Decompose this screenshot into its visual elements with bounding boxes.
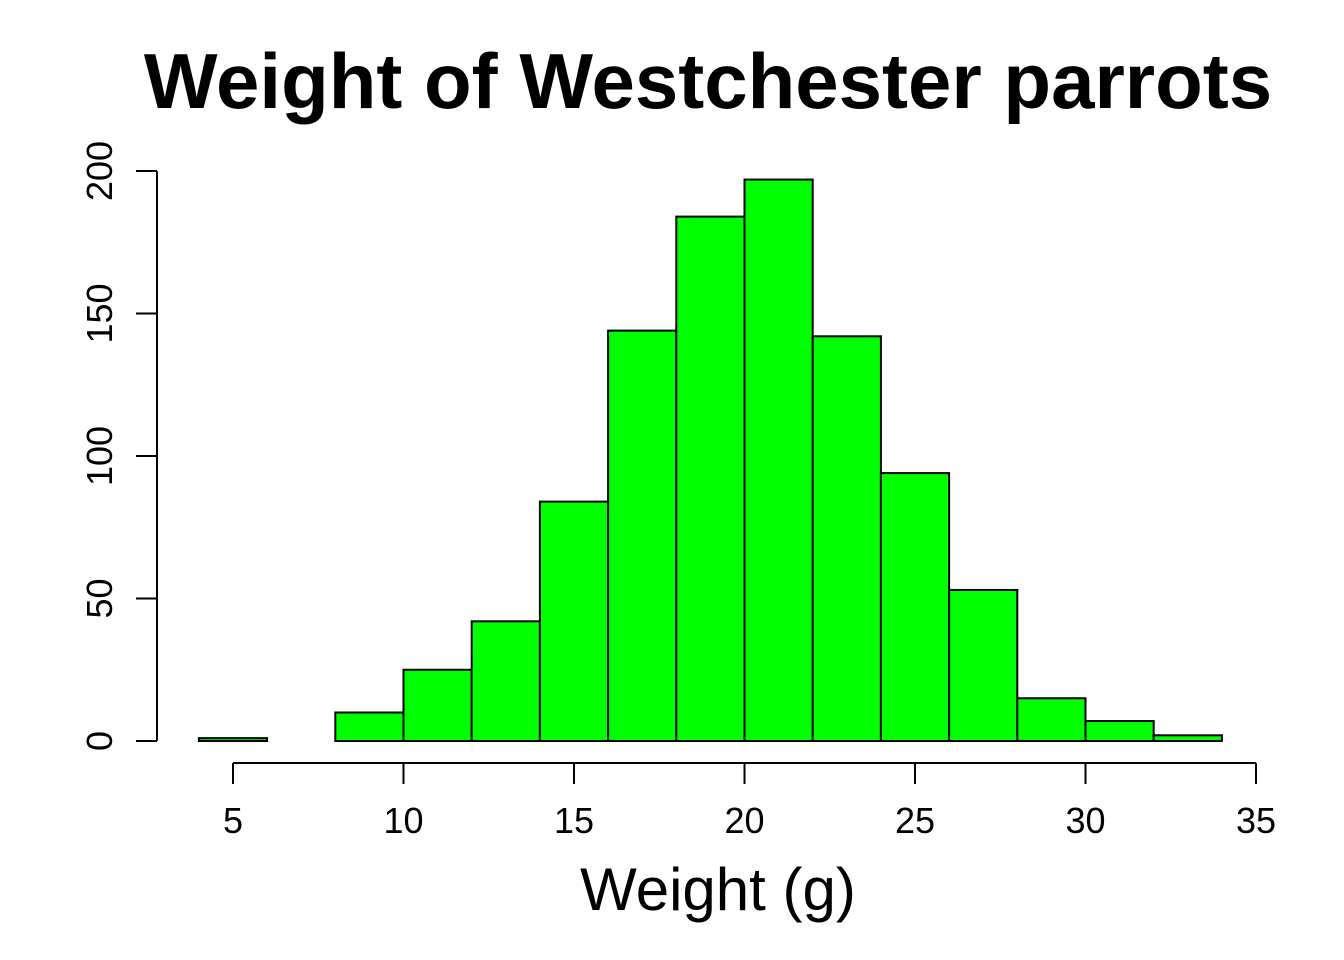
y-tick-label-0: 0 — [79, 731, 120, 751]
histogram-bar-8 — [743, 178, 814, 743]
histogram-bar-10 — [879, 472, 951, 742]
y-tick-label-150: 150 — [79, 283, 120, 343]
x-tick-label-5: 5 — [223, 800, 243, 841]
histogram-bar-5 — [538, 500, 610, 742]
y-tick-label-200: 200 — [79, 141, 120, 201]
histogram-bar-9 — [811, 335, 882, 742]
histogram-bar-6 — [607, 329, 678, 742]
bars-group — [197, 178, 1223, 743]
histogram-bar-7 — [675, 215, 746, 743]
x-tick-label-35: 35 — [1236, 800, 1276, 841]
histogram-bar-2 — [334, 711, 405, 742]
y-axis-ticks: 0 50 100 150 200 — [79, 141, 157, 751]
histogram-bar-13 — [1084, 720, 1155, 742]
y-tick-label-50: 50 — [79, 578, 120, 618]
histogram-bar-0 — [197, 737, 269, 743]
x-tick-label-20: 20 — [724, 800, 764, 841]
x-tick-label-25: 25 — [895, 800, 935, 841]
x-tick-label-10: 10 — [383, 800, 423, 841]
x-axis-label: Weight (g) — [580, 856, 856, 923]
histogram-bar-12 — [1016, 697, 1087, 742]
histogram-bar-4 — [470, 620, 541, 742]
chart-title: Weight of Westchester parrots — [144, 37, 1272, 125]
histogram-bar-14 — [1152, 734, 1223, 742]
histogram-bar-11 — [948, 588, 1019, 743]
x-tick-label-15: 15 — [554, 800, 594, 841]
y-tick-label-100: 100 — [79, 426, 120, 486]
x-tick-label-30: 30 — [1065, 800, 1105, 841]
histogram-bar-3 — [402, 668, 473, 742]
x-axis-ticks: 5 10 15 20 25 30 35 — [223, 763, 1276, 841]
